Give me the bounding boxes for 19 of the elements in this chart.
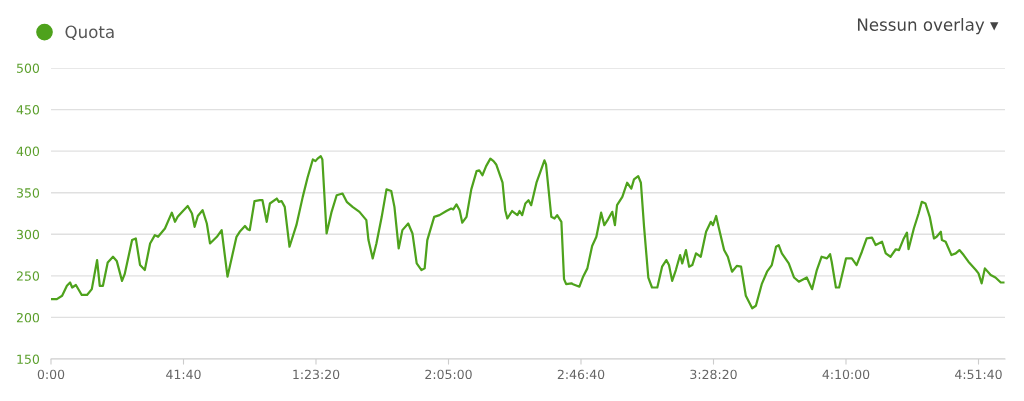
y-tick-label: 300 [16, 229, 40, 240]
y-tick-label: 400 [16, 146, 40, 157]
line-series [51, 155, 1005, 310]
y-tick-label: 200 [16, 312, 40, 323]
x-tick-label: 2:05:00 [425, 369, 472, 380]
x-tick-label: 0:00 [37, 369, 65, 380]
x-tick-label: 1:23:20 [293, 369, 340, 380]
legend-label: Quota [65, 25, 114, 41]
text: Nessun overlay ▾ [857, 18, 999, 35]
x-tick-label: 4:51:40 [955, 369, 1002, 380]
y-tick-label: 150 [17, 354, 40, 364]
x-tick-label: 2:46:40 [557, 369, 605, 380]
y-tick-label: 350 [16, 188, 40, 198]
x-tick-label: 3:28:20 [690, 369, 737, 380]
y-tick-label: 450 [16, 105, 40, 115]
y-tick-label: 500 [16, 63, 40, 73]
x-tick-label: 41:40 [166, 369, 201, 380]
x-tick-label: 4:10:00 [822, 369, 870, 380]
y-tick-label: 250 [16, 271, 40, 281]
